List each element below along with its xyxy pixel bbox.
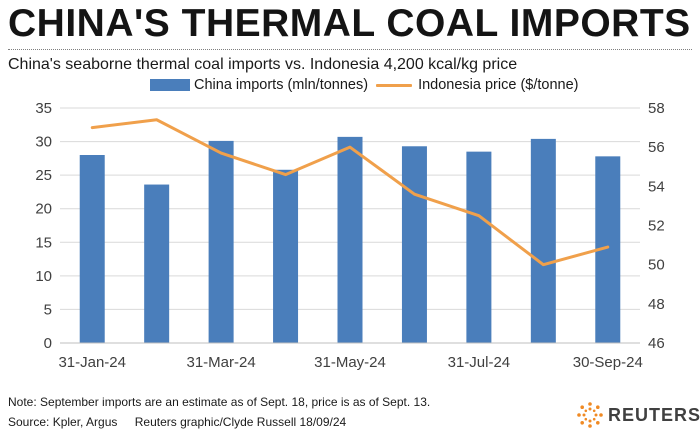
y-left-tick-label: 10 [35, 268, 52, 285]
bar-series [79, 136, 621, 343]
bar-imports [208, 140, 234, 343]
y-right-tick-label: 48 [648, 296, 665, 313]
y-right-tick-label: 54 [648, 178, 665, 195]
bar-imports [466, 151, 492, 343]
bar-imports [530, 138, 556, 343]
legend-swatch-bar [150, 79, 190, 91]
legend-label-price: Indonesia price ($/tonne) [418, 77, 579, 93]
y-right-tick-label: 58 [648, 100, 665, 117]
y-left-tick-label: 25 [35, 167, 52, 184]
line-series [90, 118, 610, 267]
credit-text: Reuters graphic/Clyde Russell 18/09/24 [134, 415, 347, 429]
axes: 0 5 10 15 20 25 30 35 46 48 50 52 54 56 58 31-Jan-24 31-… [35, 100, 664, 371]
x-tick-label: 31-Jan-24 [58, 354, 126, 371]
y-left-tick-label: 5 [44, 301, 52, 318]
bar-imports [401, 146, 427, 343]
y-left-tick-label: 20 [35, 201, 52, 218]
x-tick-label: 30-Sep-24 [573, 354, 643, 371]
bar-imports [79, 155, 105, 343]
chart-headline: CHINA'S THERMAL COAL IMPORTS [8, 2, 691, 45]
bar-imports [337, 136, 363, 343]
chart-subtitle: China's seaborne thermal coal imports vs… [8, 56, 518, 73]
y-left-tick-label: 35 [35, 100, 52, 117]
y-right-tick-label: 50 [648, 257, 665, 274]
footnote: Note: September imports are an estimate … [8, 395, 431, 409]
legend-label-imports: China imports (mln/tonnes) [194, 77, 369, 93]
source-text: Source: Kpler, Argus [8, 415, 118, 429]
bar-imports [273, 169, 299, 343]
legend-swatch-line [376, 83, 413, 87]
x-tick-label: 31-Mar-24 [187, 354, 256, 371]
y-left-tick-label: 0 [44, 335, 52, 352]
chart-legend: China imports (mln/tonnes) Indonesia pri… [150, 77, 586, 93]
y-left-tick-label: 30 [35, 134, 52, 151]
x-tick-label: 31-Jul-24 [448, 354, 511, 371]
y-right-tick-label: 56 [648, 139, 665, 156]
bar-imports [144, 184, 170, 343]
legend-item-imports: China imports (mln/tonnes) [150, 77, 368, 93]
headline-divider [8, 49, 692, 50]
y-left-tick-label: 15 [35, 234, 52, 251]
x-tick-label: 31-May-24 [314, 354, 386, 371]
y-right-tick-label: 46 [648, 335, 665, 352]
reuters-logo-icon [577, 402, 603, 428]
source-line: Source: Kpler, Argus Reuters graphic/Cly… [8, 415, 360, 429]
reuters-wordmark: REUTERS [608, 404, 700, 425]
legend-item-price: Indonesia price ($/tonne) [376, 77, 578, 93]
reuters-brand: REUTERS [576, 401, 700, 429]
y-right-tick-label: 52 [648, 218, 665, 235]
